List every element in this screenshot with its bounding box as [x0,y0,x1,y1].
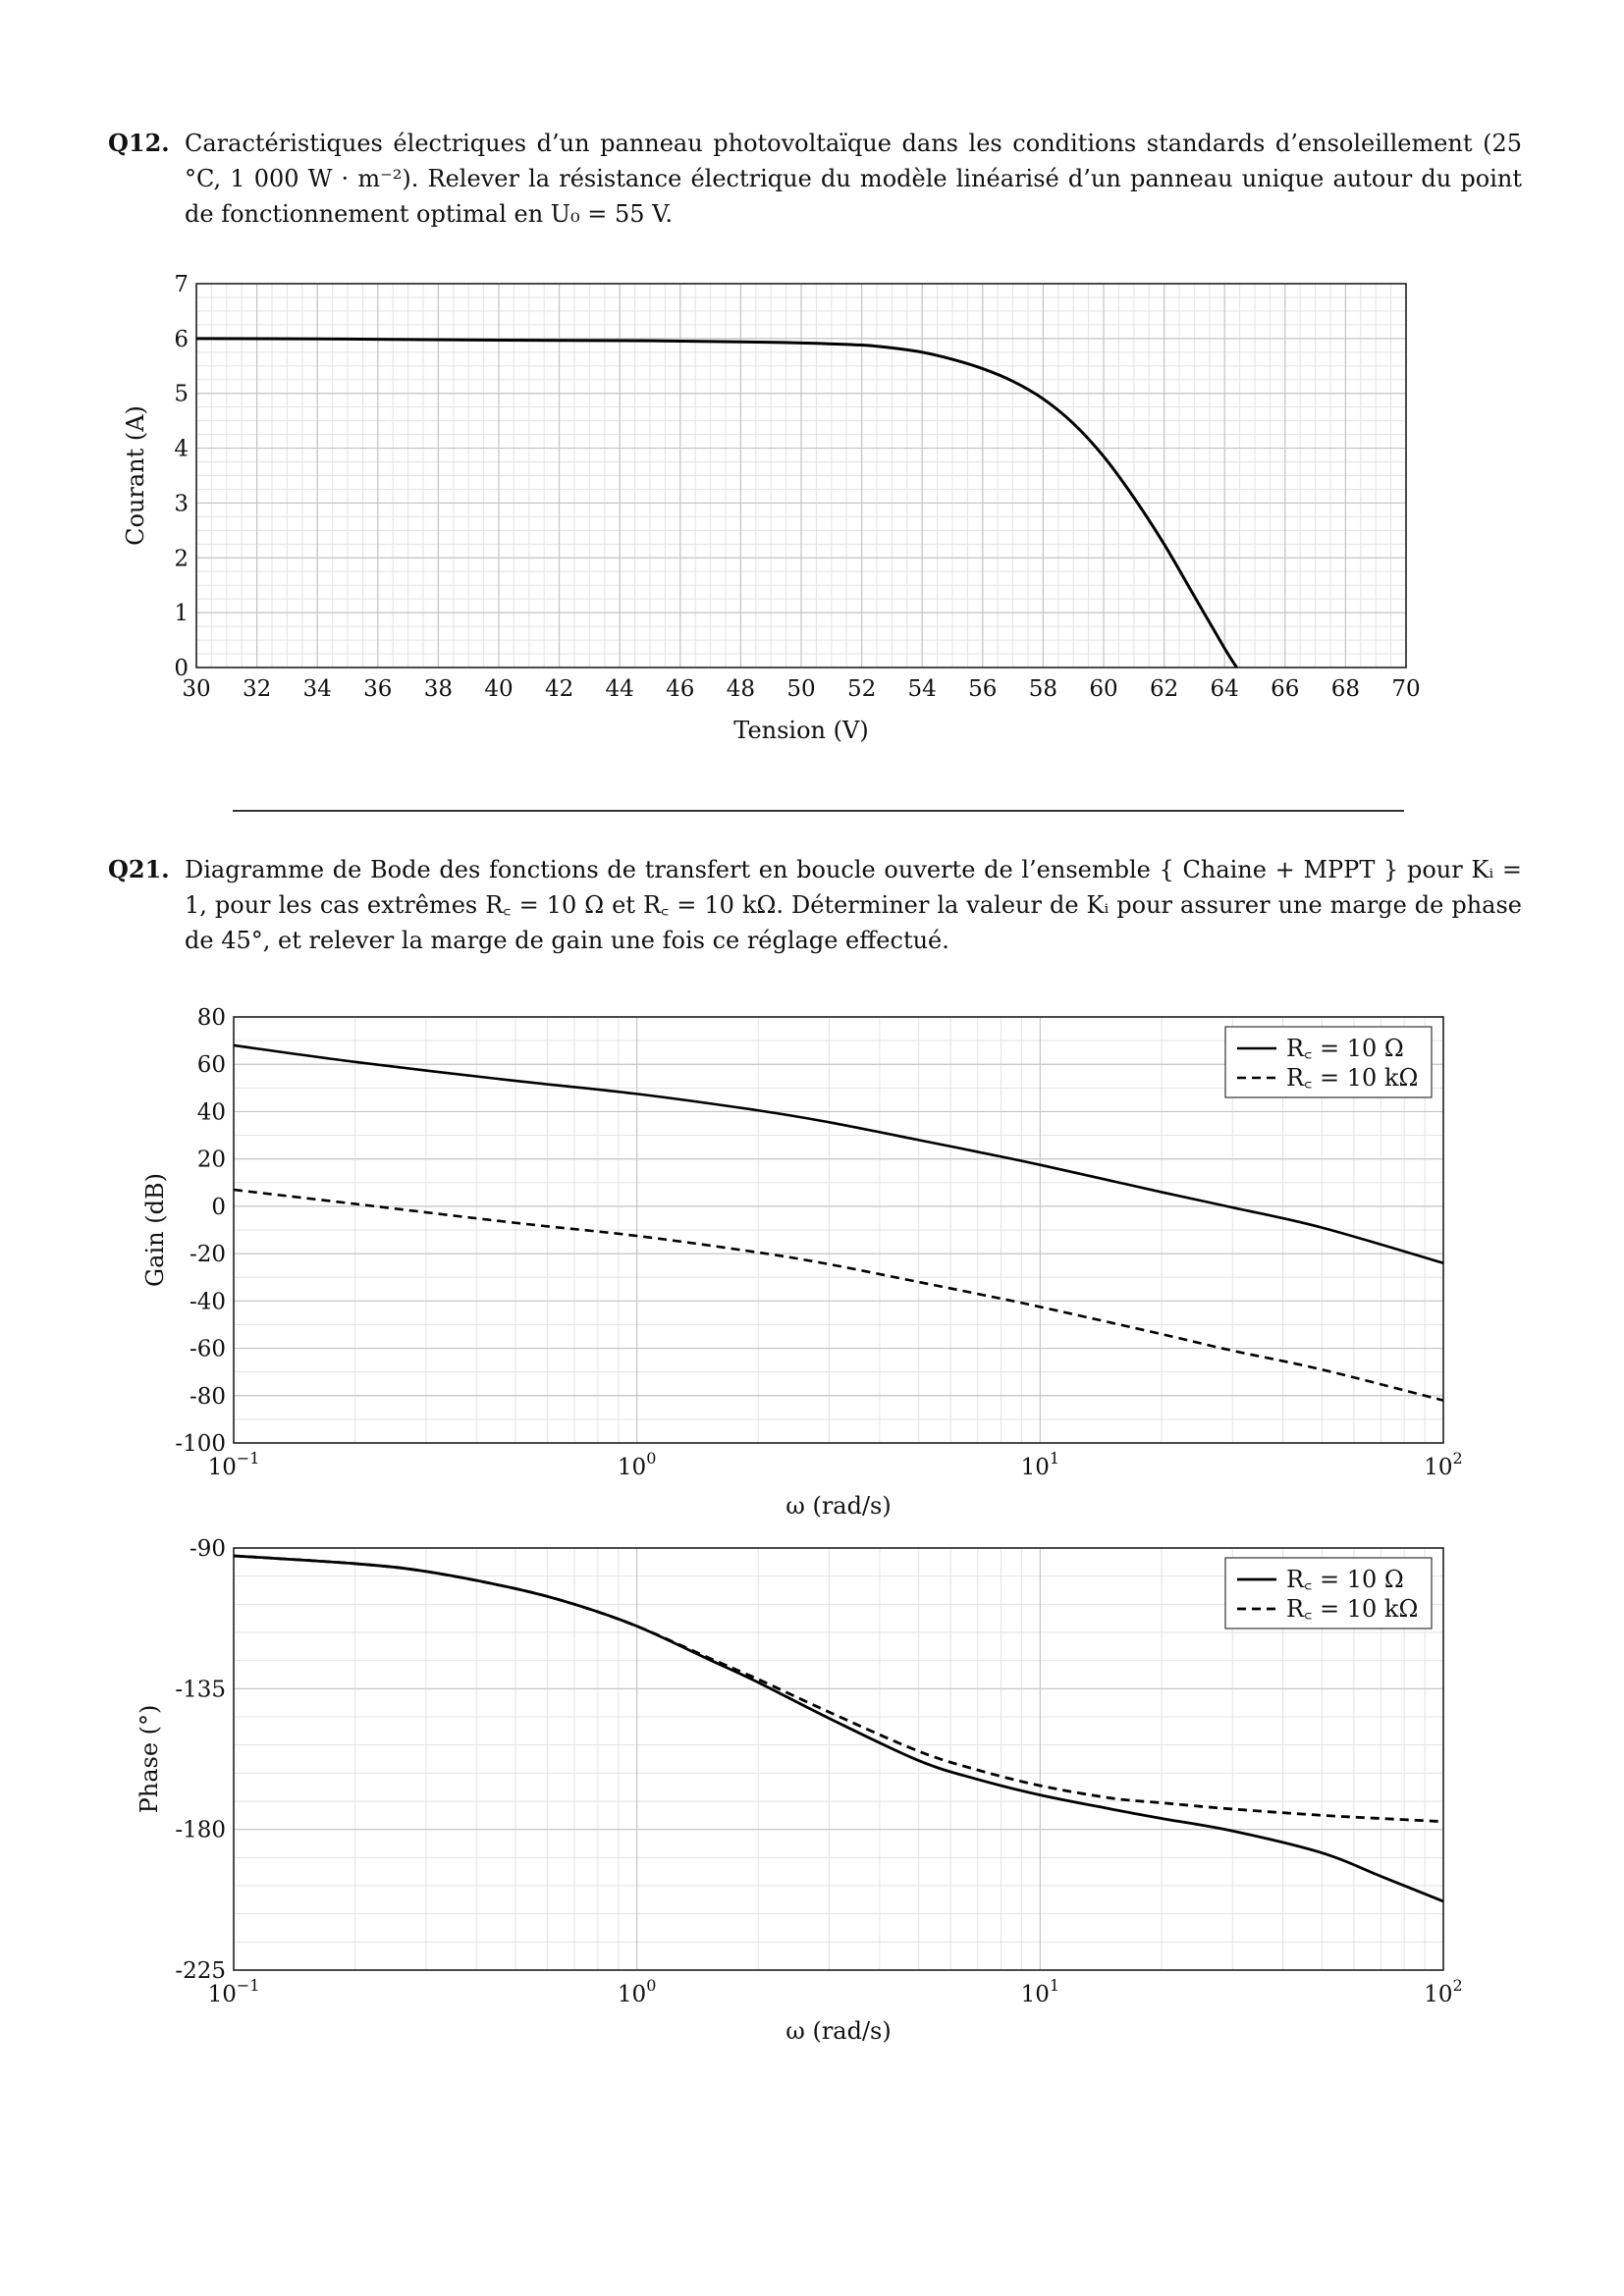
legend-label: R꜀ = 10 Ω [1286,1035,1404,1062]
y-tick-label: 5 [174,382,189,407]
legend-box [1224,1557,1433,1629]
series-line-2 [233,1188,1444,1402]
y-axis-label: Phase (°) [135,1705,163,1814]
x-tick-label: 50 [786,676,815,702]
y-tick-label: 7 [174,272,189,297]
y-tick-label: 3 [174,491,189,516]
question-q21: Q21. Diagramme de Bode des fonctions de … [108,852,1522,958]
x-tick-label: 101 [1021,1976,1059,2007]
y-axis-label: Courant (A) [122,405,149,546]
series-line-1 [195,337,1238,668]
y-tick-label: 20 [197,1148,226,1173]
x-tick-label: 102 [1424,1449,1462,1480]
x-tick-label: 68 [1331,676,1360,702]
plot-frame [233,1016,1444,1444]
question-text: Caractéristiques électriques d’un pannea… [185,130,1522,228]
y-tick-label: 40 [197,1099,226,1125]
y-tick-label: 1 [174,601,189,626]
x-tick-label: 70 [1391,676,1420,702]
series-line-2 [233,1554,1444,1824]
y-tick-label: -80 [189,1384,226,1410]
y-tick-label: 2 [174,546,189,571]
series-line-1 [233,1043,1444,1265]
y-tick-label: -225 [175,1958,226,1984]
legend-label: R꜀ = 10 Ω [1286,1566,1404,1593]
question-number: Q21. [108,855,170,883]
y-tick-label: 60 [197,1052,226,1078]
x-tick-label: 30 [182,676,210,702]
x-axis-label: ω (rad/s) [785,2017,891,2045]
legend-box [1224,1026,1433,1098]
x-tick-label: 52 [847,676,876,702]
y-tick-label: -180 [175,1818,226,1843]
x-tick-label: 64 [1211,676,1239,702]
y-tick-label: 6 [174,327,189,352]
x-tick-label: 54 [908,676,937,702]
x-tick-label: 42 [545,676,573,702]
y-tick-label: 0 [211,1195,226,1220]
x-axis-label: ω (rad/s) [785,1492,891,1520]
x-tick-label: 46 [666,676,694,702]
x-tick-label: 10−1 [208,1976,260,2007]
y-tick-label: -60 [189,1337,226,1362]
plot-frame [233,1547,1444,1971]
question-number: Q12. [108,129,170,157]
series-line-1 [233,1554,1444,1903]
x-axis-label: Tension (V) [733,717,868,744]
x-tick-label: 101 [1021,1449,1059,1480]
x-tick-label: 102 [1424,1976,1462,2007]
y-tick-label: -40 [189,1289,226,1314]
x-tick-label: 32 [243,676,271,702]
separator-rule [233,810,1404,812]
x-tick-label: 62 [1150,676,1178,702]
x-tick-label: 60 [1089,676,1117,702]
x-tick-label: 10−1 [208,1449,260,1480]
x-tick-label: 36 [363,676,392,702]
x-tick-label: 56 [968,676,997,702]
x-tick-label: 34 [303,676,332,702]
y-axis-label: Gain (dB) [141,1173,169,1287]
x-tick-label: 66 [1271,676,1299,702]
y-tick-label: 4 [174,437,189,462]
x-tick-label: 40 [484,676,513,702]
y-tick-label: -20 [189,1242,226,1267]
question-q12: Q12. Caractéristiques électriques d’un p… [108,126,1522,232]
x-tick-label: 44 [606,676,634,702]
y-tick-label: -90 [189,1536,226,1562]
legend-label: R꜀ = 10 kΩ [1286,1595,1418,1623]
x-tick-label: 100 [618,1976,656,2007]
y-tick-label: 80 [197,1005,226,1031]
question-text: Diagramme de Bode des fonctions de trans… [185,856,1522,954]
plot-frame [195,283,1407,668]
x-tick-label: 38 [424,676,453,702]
x-tick-label: 100 [618,1449,656,1480]
legend-label: R꜀ = 10 kΩ [1286,1064,1418,1092]
y-tick-label: -100 [175,1431,226,1457]
y-tick-label: -135 [175,1677,226,1702]
x-tick-label: 48 [727,676,755,702]
x-tick-label: 58 [1029,676,1057,702]
y-tick-label: 0 [174,656,189,681]
